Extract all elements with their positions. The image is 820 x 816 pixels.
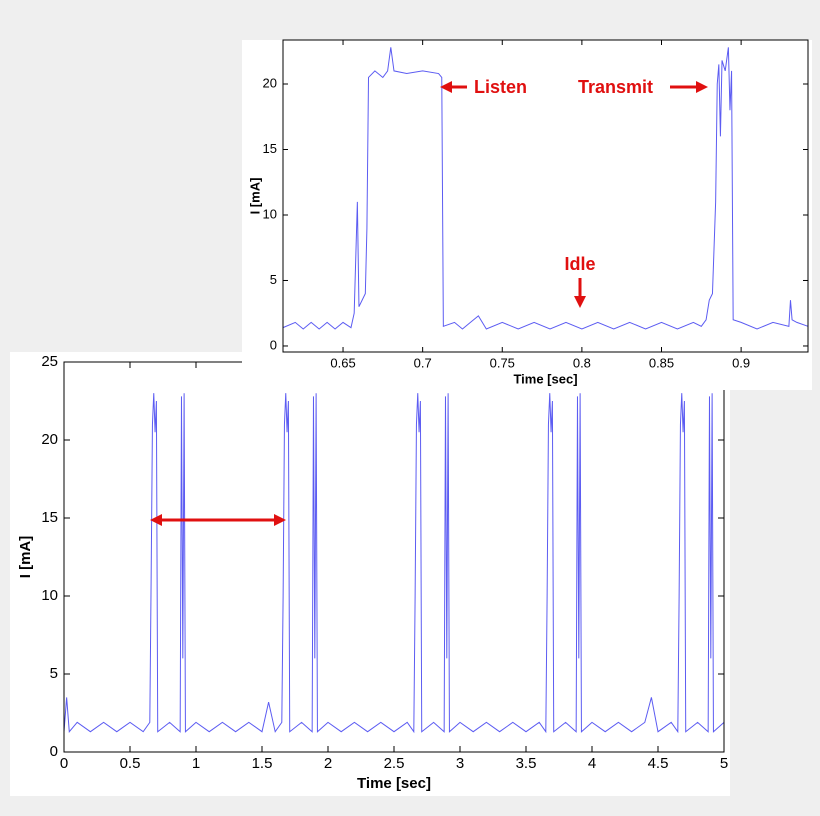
y-tick-label: 5 — [50, 665, 58, 682]
y-tick-label: 5 — [270, 272, 277, 287]
y-tick-label: 10 — [263, 206, 277, 221]
x-tick-label: 0.85 — [649, 355, 674, 370]
x-tick-label: 1 — [192, 755, 200, 772]
x-tick-label: 2.5 — [384, 755, 405, 772]
data-line — [63, 393, 725, 734]
x-tick-label: 0.65 — [330, 355, 355, 370]
arrow-head — [150, 514, 162, 526]
x-tick-label: 0.7 — [414, 355, 432, 370]
x-tick-label: 5 — [720, 755, 728, 772]
y-tick-label: 0 — [270, 337, 277, 352]
y-axis-label: I [mA] — [247, 178, 262, 215]
y-tick-label: 20 — [263, 75, 277, 90]
x-tick-label: 1.5 — [252, 755, 273, 772]
x-tick-label: 0 — [60, 755, 68, 772]
annotation: Transmit — [578, 77, 653, 97]
inset-chart: 0.65 0.7 0.75 0.8 0.85 0.9 0 5 10 15 20 Time [sec] I… — [242, 39, 812, 390]
x-tick-label: 0.9 — [732, 355, 750, 370]
y-tick-label: 15 — [41, 509, 58, 526]
y-tick-label: 10 — [41, 587, 58, 604]
y-tick-label: 0 — [50, 743, 58, 760]
annotation: Listen — [474, 77, 527, 97]
x-tick-label: 4 — [588, 755, 596, 772]
x-tick-label: 3.5 — [516, 755, 537, 772]
x-tick-label: 0.8 — [573, 355, 591, 370]
arrow-head — [574, 296, 586, 308]
y-tick-label: 20 — [41, 431, 58, 448]
y-tick-label: 15 — [263, 141, 277, 156]
arrow-head — [274, 514, 286, 526]
x-tick-label: 3 — [456, 755, 464, 772]
plot-frame — [282, 39, 809, 353]
x-axis-label: Time [sec] — [357, 775, 431, 792]
main-chart: 0 0.5 1 1.5 2 2.5 3 3.5 4 4.5 5 0 5 10 15 20 25 Time [sec… — [10, 352, 730, 796]
arrow-head — [696, 81, 708, 93]
x-tick-label: 0.5 — [120, 755, 141, 772]
x-tick-label: 2 — [324, 755, 332, 772]
data-line — [282, 47, 809, 330]
annotation: Idle — [564, 254, 595, 274]
y-axis-label: I [mA] — [17, 536, 34, 579]
x-axis-label: Time [sec] — [513, 371, 577, 386]
x-tick-label: 0.75 — [490, 355, 515, 370]
x-tick-label: 4.5 — [648, 755, 669, 772]
arrow-head — [440, 81, 452, 93]
y-tick-label: 25 — [41, 353, 58, 370]
panel — [10, 352, 730, 796]
